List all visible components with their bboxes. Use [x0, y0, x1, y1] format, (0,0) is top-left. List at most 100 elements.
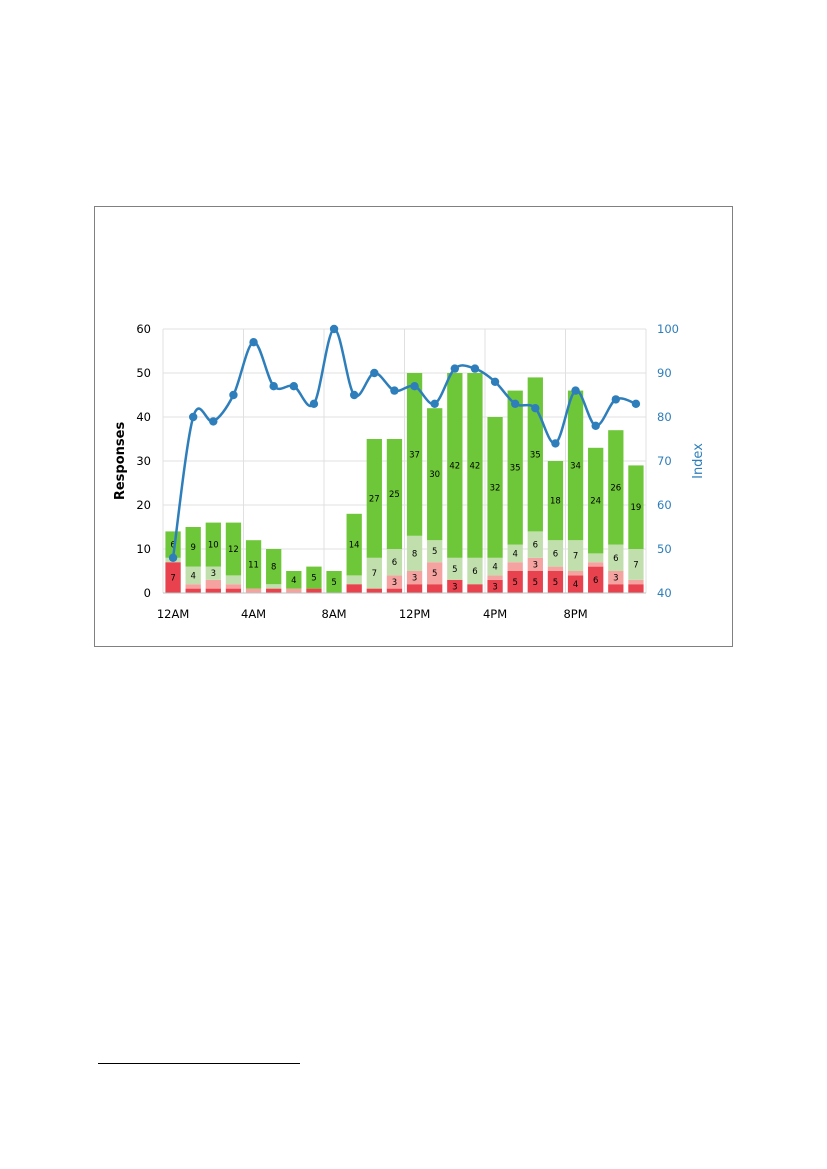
- data-label: 37: [409, 450, 420, 460]
- bar-segment: [205, 566, 221, 580]
- y2-tick-label: 70: [657, 454, 672, 468]
- bar-segment: [547, 566, 564, 571]
- y-tick-label: 30: [136, 454, 151, 468]
- bar-segment: [447, 557, 463, 580]
- data-label: 5: [432, 547, 437, 557]
- data-label: 3: [452, 582, 457, 592]
- data-label: 6: [392, 558, 397, 568]
- bar-segment: [567, 390, 584, 541]
- bar-segment: [326, 571, 342, 593]
- data-label: 27: [369, 494, 380, 504]
- x-tick-label: 4AM: [241, 607, 266, 621]
- bar-segment: [427, 562, 443, 585]
- y-tick-label: 0: [144, 586, 151, 600]
- data-label: 5: [311, 574, 316, 584]
- chart-frame: 7 6 4 9 3 10 12 11 8 4 5 5 14 7 27 3 6 25 3 8 37 5 5 30 3 5 42 6 42 3…: [94, 206, 733, 647]
- bar-segment: [567, 571, 584, 576]
- bar-segment: [527, 531, 543, 558]
- data-label: 4: [512, 549, 517, 559]
- bar-segment: [427, 540, 443, 563]
- data-label: 24: [590, 497, 601, 507]
- bar-segment: [527, 571, 543, 593]
- index-point: [631, 399, 641, 408]
- bar-segment: [447, 373, 463, 558]
- bar-segment: [567, 575, 584, 593]
- index-point: [551, 439, 560, 448]
- data-label: 7: [573, 552, 578, 562]
- data-label: 3: [392, 578, 397, 588]
- data-label: 35: [530, 450, 541, 460]
- bar-segment: [608, 584, 624, 593]
- bar-segment: [225, 588, 242, 593]
- data-label: 3: [613, 574, 618, 584]
- bar-segment: [608, 544, 624, 571]
- data-label: 35: [510, 464, 521, 474]
- y2-axis-title: Index: [691, 443, 706, 479]
- data-label: 6: [613, 554, 618, 564]
- bar-segment: [427, 408, 443, 541]
- data-label: 9: [190, 543, 195, 553]
- y2-tick-label: 90: [657, 366, 672, 380]
- data-label: 4: [492, 563, 497, 573]
- axes: 0 40 10 50 20 60 30 70 40 80 50 90 60 100 12AM 4AM 8AM 12…: [136, 322, 679, 621]
- data-label: 3: [211, 569, 216, 579]
- bar-segment: [467, 373, 483, 558]
- bar-segment: [386, 588, 403, 593]
- data-label: 5: [512, 578, 517, 588]
- data-label: 3: [533, 560, 538, 570]
- index-point: [611, 395, 621, 404]
- bar-segment: [447, 579, 463, 593]
- bar-segment: [628, 549, 644, 580]
- data-label: 8: [271, 563, 276, 573]
- bar-segment: [487, 575, 503, 580]
- bar-segment: [406, 535, 423, 571]
- index-point: [269, 382, 278, 391]
- bar-segment: [406, 584, 423, 593]
- y2-tick-label: 100: [657, 322, 679, 336]
- x-tick-label: 8AM: [322, 607, 347, 621]
- bar-segment: [286, 571, 302, 589]
- bar-segment: [245, 588, 262, 593]
- index-point: [591, 421, 600, 430]
- data-label: 4: [291, 576, 296, 586]
- data-label: 42: [449, 461, 460, 471]
- bar-segment: [306, 566, 322, 589]
- bar-segment: [185, 588, 201, 593]
- data-label: 4: [573, 580, 578, 590]
- x-tick-label: 4PM: [483, 607, 507, 621]
- bar-segment: [346, 513, 362, 576]
- index-point: [309, 399, 319, 408]
- bar-segment: [205, 588, 221, 593]
- data-label: 25: [389, 490, 400, 500]
- data-label: 6: [472, 567, 477, 577]
- data-label: 19: [631, 503, 642, 513]
- index-point: [410, 382, 419, 391]
- bar-segment: [386, 439, 403, 549]
- index-line: [168, 324, 641, 562]
- index-point: [571, 386, 580, 395]
- bar-segment: [205, 579, 221, 589]
- index-point: [490, 377, 500, 386]
- bar-segment: [366, 439, 382, 558]
- y-tick-label: 40: [136, 410, 151, 424]
- bar-segment: [266, 584, 282, 589]
- bar-segment: [225, 522, 242, 576]
- data-label: 30: [429, 470, 440, 480]
- bar-segment: [467, 557, 483, 585]
- data-label: 34: [570, 461, 581, 471]
- bar-segment: [185, 566, 201, 585]
- index-point: [531, 404, 540, 413]
- bar-segment: [225, 584, 242, 589]
- index-point: [209, 417, 218, 426]
- bar-segment: [225, 575, 242, 585]
- data-label: 6: [593, 576, 598, 586]
- index-point: [450, 364, 460, 373]
- y-tick-label: 20: [136, 498, 151, 512]
- x-tick-label: 8PM: [563, 607, 587, 621]
- data-label: 5: [331, 578, 336, 588]
- index-point: [470, 364, 480, 373]
- bar-segment: [346, 584, 362, 593]
- data-label: 6: [170, 541, 175, 551]
- data-label: 42: [470, 461, 481, 471]
- y2-tick-label: 80: [657, 410, 672, 424]
